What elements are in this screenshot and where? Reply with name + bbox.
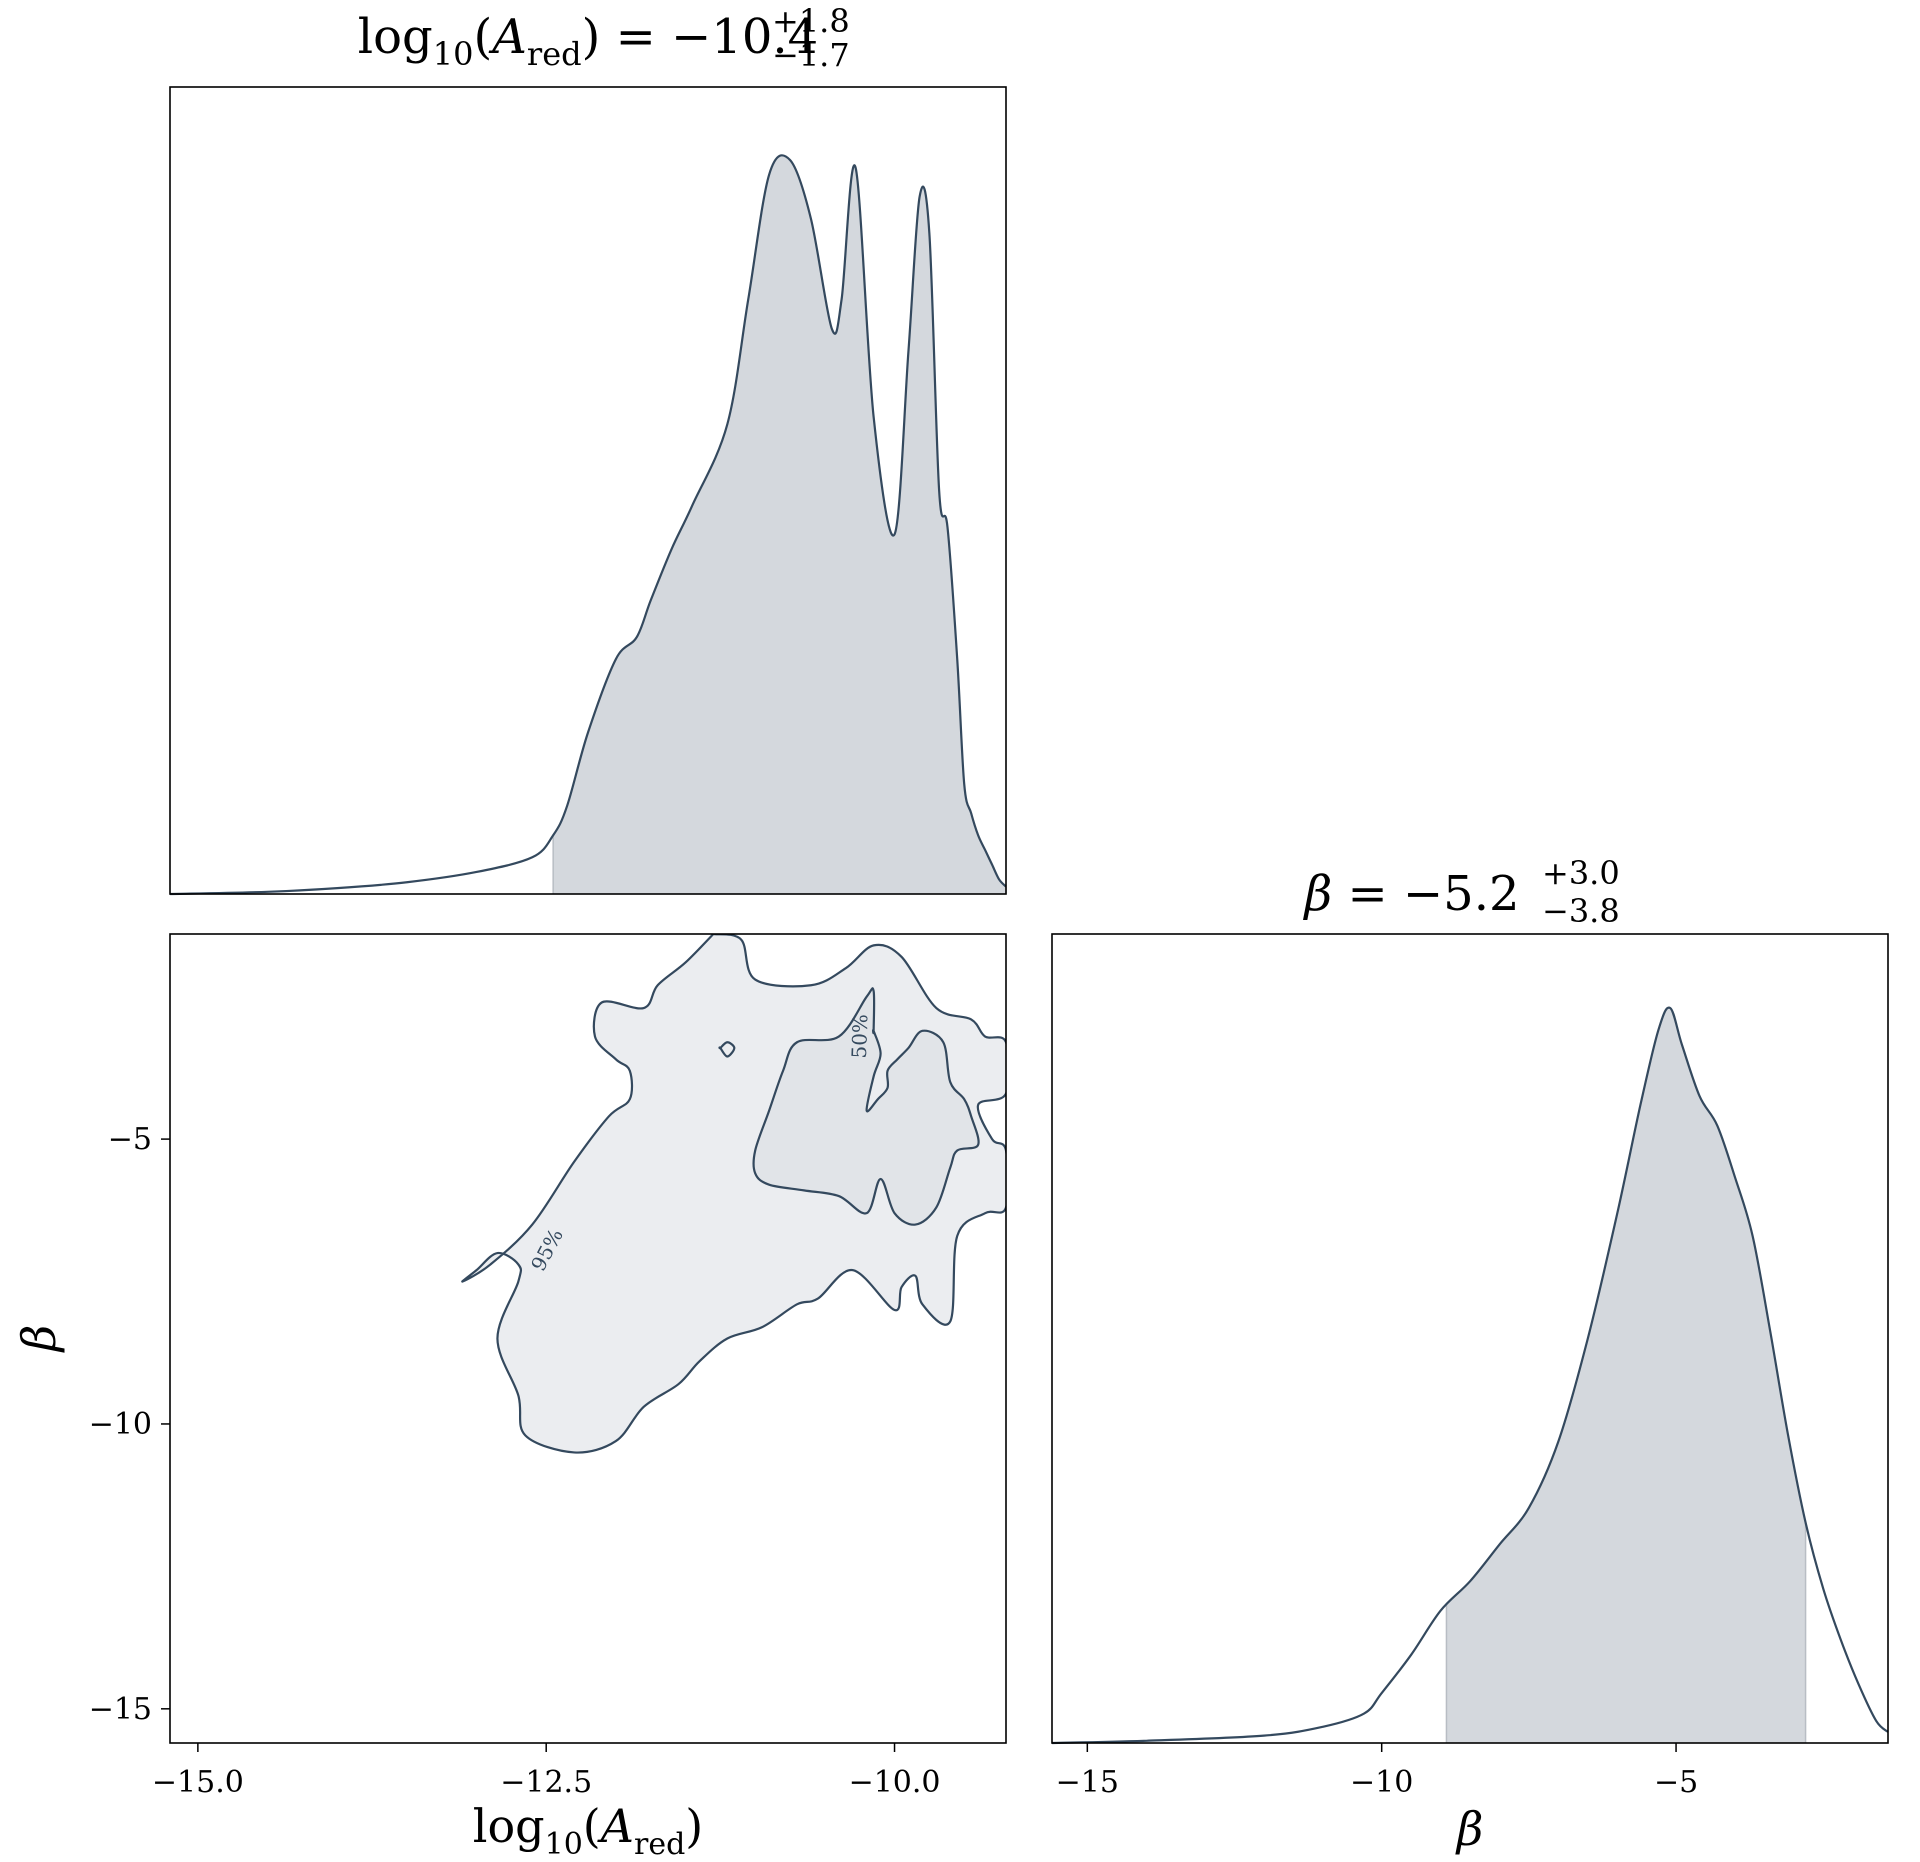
- marginal-logA-title-upper: +1.8: [772, 2, 850, 40]
- joint-x-tick-label: −10.0: [849, 1765, 941, 1800]
- marginal-logA-shade-area: [553, 155, 1006, 894]
- joint-x-ticks: −15.0 −12.5 −10.0: [152, 1743, 941, 1800]
- joint-y-ticks: −5 −10 −15: [89, 1122, 170, 1727]
- marginal-beta-shade-area: [1446, 1007, 1806, 1743]
- joint-x-axis-label: log10(Ared): [473, 1799, 704, 1862]
- marginal-logA-density-curve: [169, 154, 1007, 896]
- marginal-beta-panel: −15 −10 −5 β = −5.2 +3.0 −3.8 β: [1051, 854, 1889, 1856]
- marginal-beta-title-lower: −3.8: [1542, 892, 1620, 930]
- joint-contour-panel: 95%50% −15.0 −12.5 −10.0 −5−10−15 log10(Ar…: [12, 933, 1007, 1862]
- marginal-beta-title: β = −5.2: [1302, 866, 1519, 922]
- marginal-logA-frame: [169, 86, 1007, 895]
- joint-y-tick-label: −5: [108, 1122, 152, 1157]
- contour-label-50pct: 50%: [847, 1014, 873, 1059]
- joint-x-tick-label: −12.5: [500, 1765, 592, 1800]
- marginal-beta-x-ticks: −15 −10 −5: [1056, 1743, 1698, 1800]
- joint-contours: [461, 934, 1006, 1454]
- marginal-beta-density-line: [1051, 1006, 1889, 1745]
- marginal-beta-credible-fill: [1445, 1007, 1807, 1743]
- marginal-beta-x-axis-label: β: [1455, 1802, 1484, 1856]
- marginal-beta-x-tick-label: −5: [1654, 1765, 1698, 1800]
- marginal-logA-panel: log10(Ared) = −10.4 +1.8 −1.7: [169, 2, 1007, 896]
- joint-frame: [169, 933, 1007, 1744]
- marginal-beta-density-curve: [1051, 1006, 1889, 1745]
- contour-level-island: [718, 1041, 736, 1058]
- joint-x-tick-label: −15.0: [152, 1765, 244, 1800]
- marginal-beta-frame: [1051, 933, 1889, 1744]
- marginal-beta-x-tick-label: −10: [1350, 1765, 1413, 1800]
- marginal-beta-title-upper: +3.0: [1542, 854, 1620, 892]
- joint-y-tick-label: −10: [89, 1407, 152, 1442]
- marginal-logA-title: log10(Ared) = −10.4: [358, 9, 818, 73]
- marginal-beta-x-tick-label: −15: [1056, 1765, 1119, 1800]
- marginal-logA-title-lower: −1.7: [772, 36, 850, 74]
- contour-level-50pct: [752, 987, 980, 1226]
- marginal-logA-density-line: [169, 154, 1007, 896]
- joint-y-tick-label: −15: [89, 1692, 152, 1727]
- marginal-logA-credible-fill: [552, 155, 1007, 894]
- joint-y-axis-label: β: [12, 1325, 66, 1354]
